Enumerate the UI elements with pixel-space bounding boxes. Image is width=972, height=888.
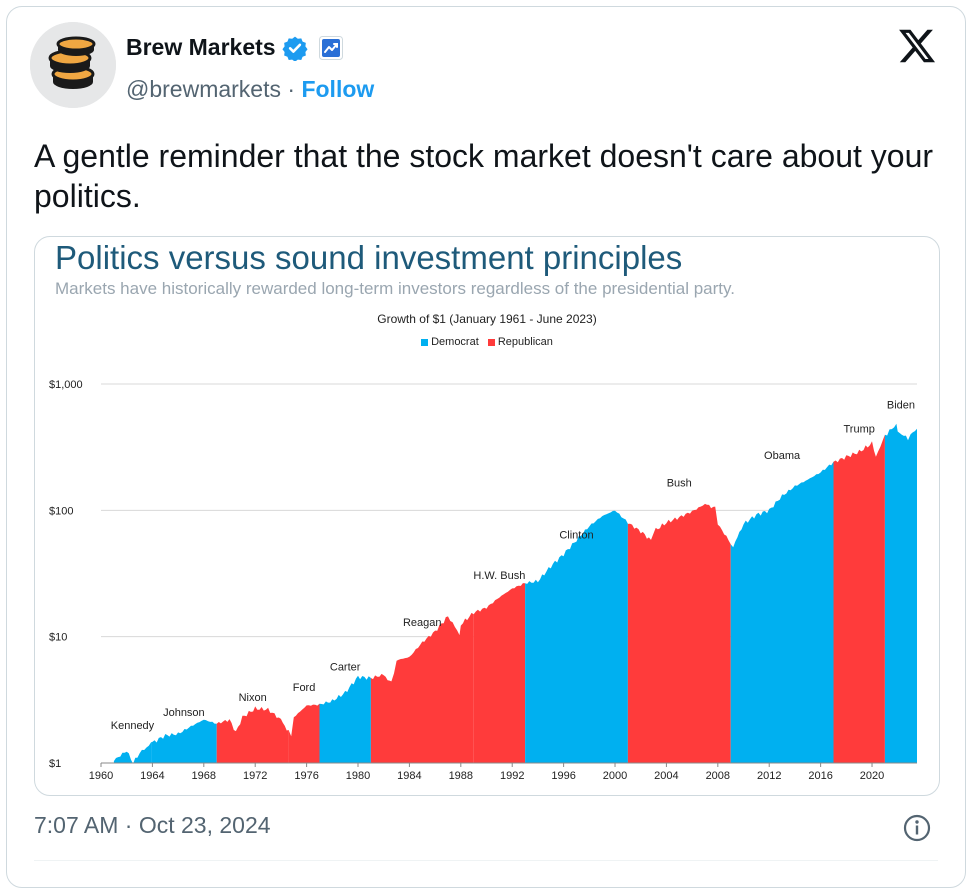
y-tick-label: $1,000 bbox=[49, 379, 83, 391]
image-title: Politics versus sound investment princip… bbox=[55, 239, 683, 276]
president-label: Johnson bbox=[163, 707, 205, 719]
president-label: Obama bbox=[764, 450, 801, 462]
verified-badge-icon bbox=[282, 36, 308, 61]
area-h-w-bush bbox=[473, 583, 526, 763]
author-name-row: Brew Markets bbox=[126, 34, 344, 61]
x-tick-label: 2004 bbox=[654, 770, 678, 782]
president-label: Bush bbox=[667, 477, 692, 489]
tweet-image[interactable]: Politics versus sound investment princip… bbox=[34, 236, 940, 796]
x-tick-label: 2012 bbox=[757, 770, 781, 782]
x-tick-label: 1992 bbox=[500, 770, 524, 782]
x-tick-label: 1968 bbox=[192, 770, 216, 782]
president-label: Reagan bbox=[403, 617, 442, 629]
coin-stack-icon bbox=[30, 22, 116, 108]
author-handle[interactable]: @brewmarkets bbox=[126, 76, 281, 102]
legend-swatch-democrat bbox=[421, 338, 429, 346]
avatar[interactable] bbox=[30, 22, 116, 108]
tweet-text: A gentle reminder that the stock market … bbox=[34, 138, 934, 214]
president-label: Trump bbox=[843, 423, 874, 435]
area-biden bbox=[884, 423, 917, 763]
x-tick-label: 1964 bbox=[140, 770, 164, 782]
x-tick-label: 2008 bbox=[706, 770, 730, 782]
footer-divider bbox=[34, 860, 938, 861]
x-tick-label: 2016 bbox=[808, 770, 832, 782]
legend-item-democrat: Democrat bbox=[421, 336, 479, 348]
x-tick-label: 1960 bbox=[89, 770, 113, 782]
area-obama bbox=[730, 461, 834, 763]
chart-badge-icon bbox=[318, 35, 343, 60]
author-name[interactable]: Brew Markets bbox=[126, 34, 276, 60]
x-tick-label: 1972 bbox=[243, 770, 267, 782]
president-label: Clinton bbox=[559, 529, 593, 541]
image-subtitle: Markets have historically rewarded long-… bbox=[55, 279, 735, 298]
x-tick-label: 1984 bbox=[397, 770, 421, 782]
area-bush bbox=[627, 503, 731, 763]
x-tick-label: 2020 bbox=[860, 770, 884, 782]
x-tick-label: 2000 bbox=[603, 770, 627, 782]
area-ford bbox=[288, 703, 320, 763]
chart-title: Growth of $1 (January 1961 - June 2023) bbox=[377, 312, 597, 326]
tweet-timestamp[interactable]: 7:07 AM · Oct 23, 2024 bbox=[34, 812, 271, 838]
y-tick-label: $1 bbox=[49, 758, 61, 770]
president-label: Carter bbox=[330, 661, 361, 673]
president-label: Biden bbox=[887, 399, 915, 411]
legend-swatch-republican bbox=[487, 338, 495, 346]
y-tick-label: $100 bbox=[49, 505, 73, 517]
area-johnson bbox=[151, 719, 217, 763]
area-kennedy bbox=[113, 742, 152, 764]
area-nixon bbox=[216, 706, 289, 763]
x-tick-label: 1996 bbox=[551, 770, 575, 782]
y-tick-label: $10 bbox=[49, 632, 67, 644]
president-label: Ford bbox=[293, 682, 316, 694]
info-icon[interactable] bbox=[902, 813, 932, 843]
area-clinton bbox=[525, 510, 628, 763]
president-label: Nixon bbox=[239, 692, 267, 704]
legend-item-republican: Republican bbox=[487, 336, 553, 348]
follow-button[interactable]: Follow bbox=[301, 76, 375, 102]
x-tick-label: 1980 bbox=[346, 770, 370, 782]
separator-dot: · bbox=[287, 76, 296, 102]
area-trump bbox=[833, 434, 885, 763]
area-carter bbox=[319, 675, 371, 763]
chart-legend: Democrat Republican bbox=[35, 336, 939, 349]
growth-chart: $1 $10 $100 $1,000 Kennedy Johnson Nixon Ford Ca… bbox=[49, 379, 917, 782]
area-reagan bbox=[370, 612, 474, 763]
x-tick-label: 1988 bbox=[449, 770, 473, 782]
x-tick-label: 1976 bbox=[294, 770, 318, 782]
president-label: Kennedy bbox=[111, 720, 155, 732]
x-logo-icon[interactable] bbox=[896, 26, 938, 66]
handle-row: @brewmarkets · Follow bbox=[126, 76, 374, 103]
president-label: H.W. Bush bbox=[473, 570, 525, 582]
